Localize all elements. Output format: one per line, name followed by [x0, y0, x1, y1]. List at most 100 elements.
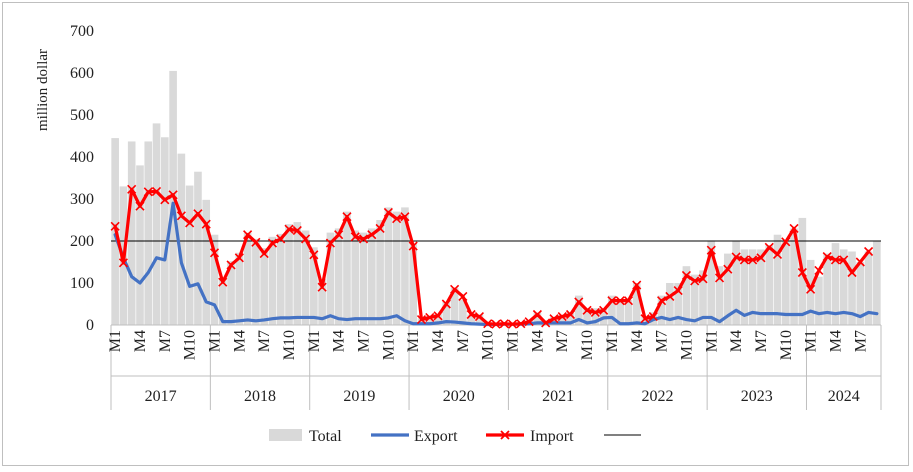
month-tick-label: M1 [107, 330, 124, 352]
y-tick-labels: 0 100 200 300 400 500 600 700 [70, 23, 94, 334]
import-marker [797, 267, 807, 278]
total-bar [781, 241, 790, 325]
year-label: 2018 [244, 388, 276, 405]
total-bar [376, 220, 384, 325]
total-bar [666, 283, 674, 325]
total-bar [657, 295, 666, 325]
import-marker [541, 318, 551, 328]
total-bar [434, 314, 442, 325]
total-bar [550, 316, 558, 325]
month-tick-label: M1 [405, 330, 422, 352]
month-tick-label: M10 [579, 330, 596, 360]
total-bar [790, 228, 798, 325]
month-tick-label: M1 [206, 330, 223, 352]
import-marker [599, 305, 609, 315]
total-bar [616, 299, 624, 325]
import-marker [392, 214, 402, 224]
year-label: 2021 [542, 388, 574, 405]
import-marker [698, 274, 708, 284]
total-bar [392, 211, 401, 325]
month-tick-label: M7 [753, 330, 770, 352]
import-marker [723, 264, 733, 274]
import-marker [309, 250, 319, 260]
total-bar [326, 232, 335, 325]
year-label: 2019 [343, 388, 375, 405]
import-marker [160, 195, 170, 205]
year-label: 2023 [741, 388, 773, 405]
total-bar [815, 276, 823, 325]
total-bar [442, 301, 451, 325]
year-label: 2017 [145, 388, 177, 405]
total-bar [608, 295, 616, 325]
total-bar [368, 228, 376, 325]
y-tick-label: 600 [70, 65, 94, 82]
legend-marker-import [500, 430, 510, 440]
total-bar [864, 251, 873, 325]
import-marker [325, 238, 335, 248]
import-marker [623, 296, 634, 306]
year-label: 2020 [443, 388, 475, 405]
month-tick-label: M4 [231, 330, 248, 352]
y-tick-label: 200 [70, 233, 94, 250]
total-bar [343, 211, 351, 325]
chart-frame: 0 100 200 300 400 500 600 700 M1 M4 M7 M10 2017 M1 M4… [2, 2, 909, 466]
import-marker [789, 223, 799, 233]
import-marker [665, 291, 675, 302]
import-marker [301, 234, 311, 244]
legend-swatch-total [269, 429, 302, 441]
month-tick-label: M10 [678, 330, 695, 360]
import-marker [441, 299, 451, 309]
import-marker [814, 265, 824, 275]
import-marker [201, 219, 211, 229]
import-marker [632, 280, 642, 290]
month-tick-label: M1 [803, 330, 820, 352]
import-marker [259, 249, 269, 259]
import-marker [590, 307, 600, 317]
import-marker [772, 249, 783, 260]
y-tick-label: 0 [86, 317, 94, 334]
import-marker [681, 270, 691, 281]
total-bar [359, 232, 368, 325]
import-marker [416, 314, 427, 325]
import-marker [135, 201, 145, 211]
month-tick-label: M10 [480, 330, 497, 360]
total-bar [417, 318, 426, 325]
total-bar [475, 314, 484, 325]
import-marker [185, 218, 195, 228]
total-bar [301, 230, 310, 325]
total-bar [848, 251, 856, 325]
import-marker [806, 284, 816, 294]
import-marker [284, 224, 294, 234]
import-marker [408, 241, 418, 251]
total-bar [699, 270, 707, 325]
month-tick-label: M1 [604, 330, 621, 352]
legend: Total Export Import [269, 428, 641, 445]
month-tick-label: M10 [281, 330, 298, 360]
total-bar [873, 241, 881, 325]
month-tick-label: M7 [356, 330, 373, 352]
total-bar [831, 243, 840, 325]
import-marker [400, 212, 410, 222]
total-bar [318, 278, 326, 325]
total-bar [715, 266, 724, 325]
import-marker [143, 187, 153, 197]
series-lines [110, 184, 879, 329]
import-marker [565, 309, 576, 320]
import-marker [209, 248, 220, 258]
import-marker [839, 255, 849, 265]
total-bar [690, 274, 699, 325]
total-bar [757, 249, 765, 325]
import-marker [317, 282, 327, 292]
total-bar [624, 299, 633, 325]
import-marker [334, 230, 344, 240]
month-tick-label: M4 [331, 330, 348, 352]
total-bar [450, 288, 459, 325]
y-tick-label: 100 [70, 275, 94, 292]
total-bar [632, 283, 641, 325]
import-marker [127, 184, 137, 194]
import-marker [499, 319, 509, 329]
import-marker [474, 312, 485, 322]
legend-label-export: Export [414, 428, 458, 445]
total-bar [310, 247, 318, 325]
import-marker [168, 190, 178, 200]
